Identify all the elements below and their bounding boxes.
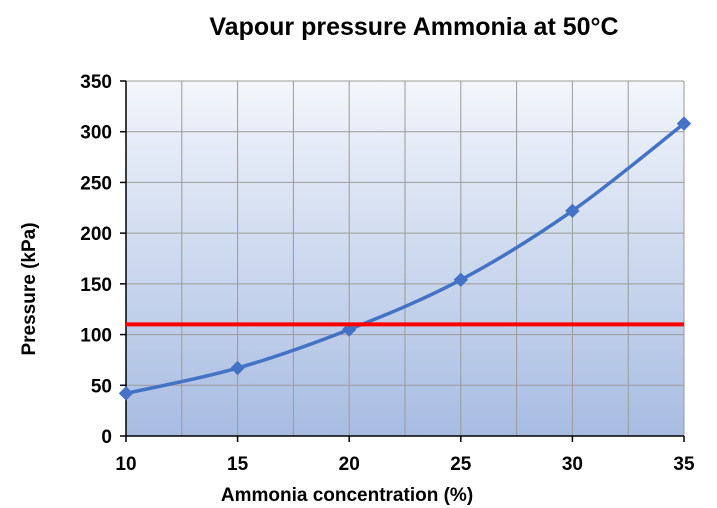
y-tick-label: 150	[80, 275, 112, 296]
y-tick-label: 300	[80, 123, 112, 144]
y-tick-label: 200	[80, 224, 112, 245]
chart-title: Vapour pressure Ammonia at 50°C	[209, 13, 618, 41]
x-tick-label: 25	[450, 454, 472, 475]
x-tick-label: 30	[562, 454, 583, 475]
series	[118, 116, 692, 401]
x-tick-label: 35	[673, 454, 695, 475]
x-axis-title: Ammonia concentration (%)	[221, 485, 473, 506]
x-axis-ticks: 10 15 20 25 30 35	[115, 436, 695, 475]
y-tick-label: 100	[80, 326, 112, 347]
y-tick-label: 50	[91, 376, 112, 397]
y-tick-label: 0	[101, 427, 112, 448]
data-point-marker	[118, 386, 134, 401]
data-point-marker	[230, 360, 245, 376]
x-tick-label: 15	[227, 454, 249, 475]
x-tick-label: 20	[339, 454, 360, 475]
y-axis-title: Pressure (kPa)	[19, 222, 40, 355]
data-point-marker	[565, 203, 580, 219]
data-point-marker	[676, 116, 692, 131]
axes	[125, 81, 684, 437]
gridlines	[126, 80, 685, 436]
y-tick-label: 350	[80, 72, 112, 93]
data-point-marker	[453, 272, 469, 288]
y-axis-ticks: 0 50 100 150 200 250 300 350	[80, 72, 126, 448]
x-tick-label: 10	[115, 454, 136, 475]
series-line	[125, 122, 686, 396]
y-tick-label: 250	[80, 173, 112, 194]
